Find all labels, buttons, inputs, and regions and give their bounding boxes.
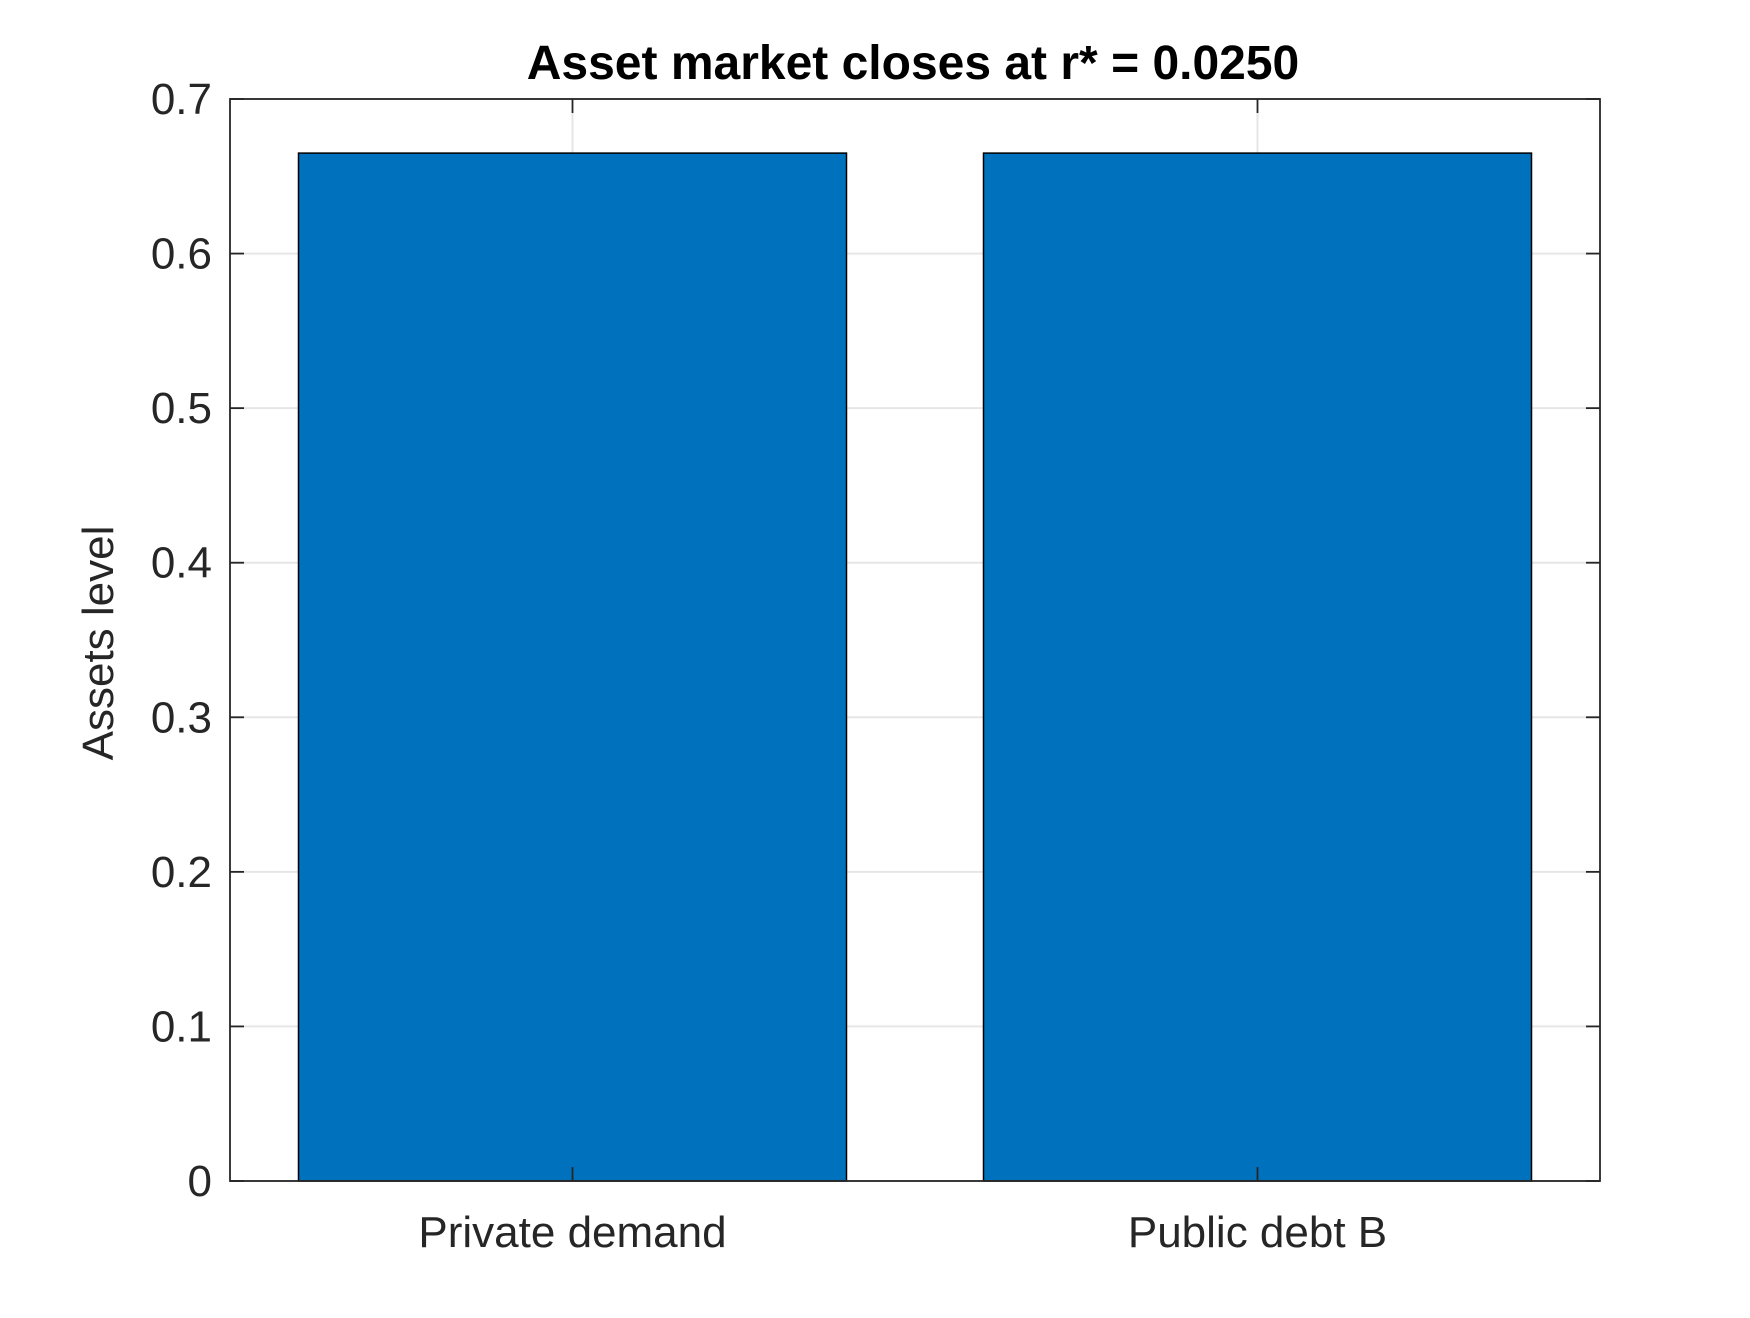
y-axis-label: Assets level [74,526,123,761]
y-tick-label: 0.7 [151,75,212,124]
y-tick-label: 0.6 [151,230,212,279]
axes-box [229,98,1601,1182]
axes [229,98,1601,1182]
x-tick-label: Public debt B [1128,1208,1387,1257]
x-tick-label: Private demand [418,1208,726,1257]
chart-title: Asset market closes at r* = 0.0250 [527,37,1300,90]
bars [297,152,1533,1182]
tick-labels: 0 0.1 0.2 0.3 0.4 0.5 0.6 0.7 Private demand Publ… [151,75,1387,1257]
y-tick-label: 0.3 [151,693,212,742]
bar-1 [297,152,848,1182]
y-tick-label: 0.5 [151,384,212,433]
y-tick-label: 0.4 [151,539,212,588]
y-tick-label: 0 [188,1157,212,1206]
y-tick-label: 0.2 [151,848,212,897]
bar-2 [982,152,1533,1182]
y-tick-label: 0.1 [151,1002,212,1051]
